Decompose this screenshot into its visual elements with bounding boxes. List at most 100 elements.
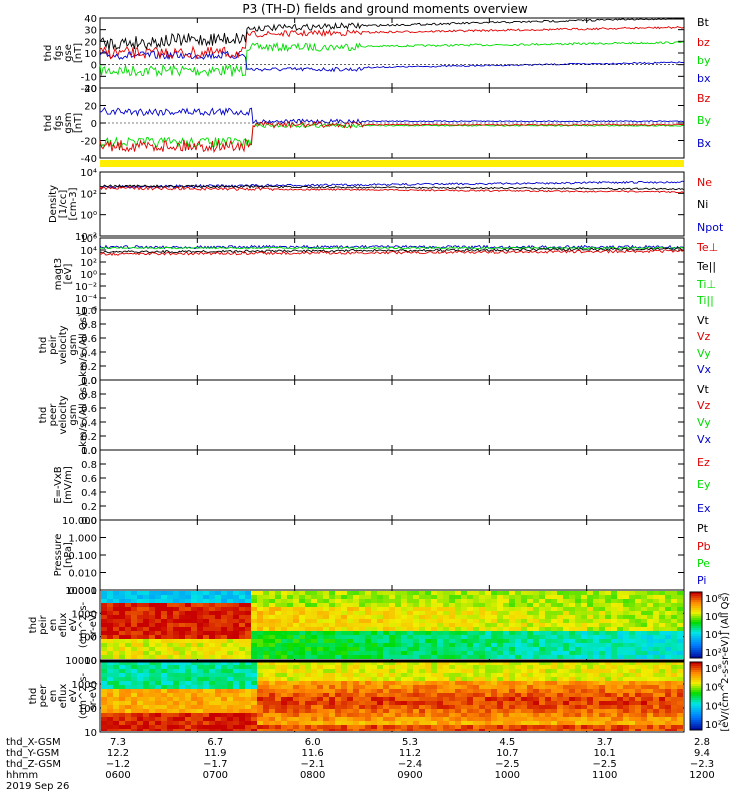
spectrogram-cell [665, 591, 671, 595]
spectrogram-cell [551, 651, 557, 655]
spectrogram-cell [203, 591, 209, 595]
spectrogram-cell [509, 643, 515, 647]
spectrogram-cell [215, 701, 221, 705]
spectrogram-cell [413, 627, 419, 631]
spectrogram-cell [257, 669, 263, 673]
spectrogram-cell [641, 689, 647, 693]
spectrogram-cell [479, 619, 485, 623]
spectrogram-cell [359, 713, 365, 717]
ion-velocity-ylabel: km/s (All Qs) [78, 313, 89, 377]
spectrogram-cell [527, 681, 533, 685]
spectrogram-cell [269, 595, 275, 599]
spectrogram-cell [281, 717, 287, 721]
spectrogram-cell [677, 693, 683, 697]
spectrogram-cell [167, 661, 173, 665]
spectrogram-cell [515, 681, 521, 685]
spectrogram-cell [149, 709, 155, 713]
spectrogram-cell [251, 643, 257, 647]
spectrogram-cell [191, 713, 197, 717]
spectrogram-cell [203, 717, 209, 721]
spectrogram-cell [677, 615, 683, 619]
spectrogram-cell [431, 729, 437, 731]
spectrogram-cell [227, 599, 233, 603]
spectrogram-cell [467, 647, 473, 651]
spectrogram-cell [623, 665, 629, 669]
spectrogram-cell [137, 643, 143, 647]
spectrogram-cell [383, 647, 389, 651]
spectrogram-cell [497, 673, 503, 677]
spectrogram-cell [419, 647, 425, 651]
spectrogram-cell [653, 685, 659, 689]
spectrogram-cell [647, 677, 653, 681]
spectrogram-cell [131, 631, 137, 635]
spectrogram-cell [617, 647, 623, 651]
spectrogram-cell [191, 599, 197, 603]
colorbar-step [690, 716, 702, 718]
spectrogram-cell [395, 591, 401, 595]
spectrogram-cell [533, 635, 539, 639]
spectrogram-cell [107, 705, 113, 709]
spectrogram-cell [677, 729, 683, 731]
spectrogram-cell [413, 665, 419, 669]
spectrogram-cell [587, 639, 593, 643]
spectrogram-cell [503, 615, 509, 619]
spectrogram-cell [131, 647, 137, 651]
spectrogram-cell [383, 603, 389, 607]
spectrogram-cell [485, 673, 491, 677]
time-axis-value: −1.2 [106, 759, 130, 770]
spectrogram-cell [137, 697, 143, 701]
spectrogram-cell [677, 623, 683, 627]
spectrogram-cell [251, 595, 257, 599]
spectrogram-cell [641, 643, 647, 647]
spectrogram-cell [665, 615, 671, 619]
spectrogram-cell [305, 721, 311, 725]
spectrogram-cell [659, 721, 665, 725]
spectrogram-cell [371, 709, 377, 713]
spectrogram-cell [443, 655, 449, 659]
spectrogram-cell [677, 713, 683, 717]
ion-spectrogram-ytick-label: 1000 [72, 609, 97, 620]
spectrogram-cell [221, 611, 227, 615]
spectrogram-cell [215, 639, 221, 643]
spectrogram-cell [635, 607, 641, 611]
spectrogram-cell [617, 693, 623, 697]
electron-velocity-ytick-label: 0.0 [81, 446, 97, 457]
spectrogram-cell [509, 595, 515, 599]
spectrogram-cell [317, 709, 323, 713]
spectrogram-cell [305, 639, 311, 643]
spectrogram-cell [563, 669, 569, 673]
spectrogram-cell [599, 685, 605, 689]
spectrogram-cell [665, 673, 671, 677]
spectrogram-cell [239, 643, 245, 647]
spectrogram-cell [407, 639, 413, 643]
electron-spectrogram [101, 661, 683, 731]
spectrogram-cell [443, 651, 449, 655]
spectrogram-cell [299, 685, 305, 689]
spectrogram-cell [371, 705, 377, 709]
spectrogram-cell [653, 661, 659, 665]
spectrogram-cell [431, 677, 437, 681]
spectrogram-cell [473, 631, 479, 635]
spectrogram-cell [473, 685, 479, 689]
spectrogram-cell [185, 615, 191, 619]
spectrogram-cell [149, 717, 155, 721]
spectrogram-cell [557, 591, 563, 595]
spectrogram-cell [245, 673, 251, 677]
spectrogram-cell [263, 681, 269, 685]
spectrogram-cell [185, 729, 191, 731]
colorbar-step [690, 726, 702, 728]
legend-bx: bx [697, 72, 711, 85]
spectrogram-cell [275, 693, 281, 697]
spectrogram-cell [281, 607, 287, 611]
spectrogram-cell [269, 717, 275, 721]
spectrogram-cell [401, 729, 407, 731]
spectrogram-cell [329, 689, 335, 693]
spectrogram-cell [593, 717, 599, 721]
colorbar-step [690, 722, 702, 724]
spectrogram-cell [185, 599, 191, 603]
spectrogram-cell [479, 717, 485, 721]
spectrogram-cell [593, 661, 599, 665]
spectrogram-cell [293, 655, 299, 659]
spectrogram-cell [527, 709, 533, 713]
pressure-ytick-label: 0.001 [68, 586, 97, 597]
